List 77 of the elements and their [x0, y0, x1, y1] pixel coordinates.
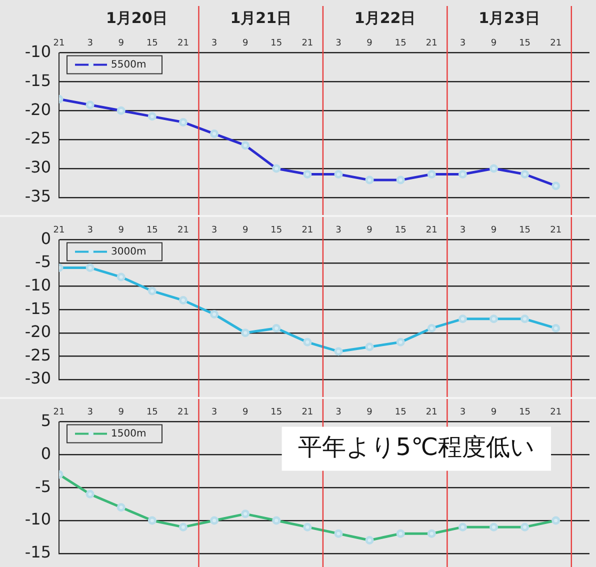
y-tick-label: -10 — [24, 275, 51, 294]
x-tick-label: 3 — [460, 408, 466, 418]
x-tick-label: 21 — [177, 226, 189, 236]
x-tick-label: 9 — [118, 408, 124, 418]
x-tick-label: 21 — [302, 38, 314, 49]
x-tick-label: 21 — [550, 226, 562, 236]
x-tick-label: 21 — [302, 226, 314, 236]
y-tick-label: -15 — [24, 298, 51, 318]
x-tick-label: 15 — [519, 38, 531, 49]
x-tick-label: 9 — [118, 226, 124, 236]
y-tick-label: -10 — [24, 42, 51, 61]
x-tick-label: 21 — [53, 408, 65, 418]
y-tick-label: -25 — [24, 128, 51, 148]
y-tick-label: 0 — [40, 228, 51, 248]
y-tick-label: -15 — [24, 70, 51, 90]
x-tick-label: 15 — [394, 226, 406, 236]
x-tick-label: 9 — [366, 408, 373, 418]
x-tick-label: 21 — [550, 38, 562, 49]
x-tick-label: 9 — [242, 226, 248, 236]
x-tick-label: 15 — [146, 408, 158, 418]
x-tick-label: 21 — [302, 408, 314, 418]
y-tick-label: -20 — [24, 322, 51, 342]
x-tick-label: 15 — [146, 38, 158, 49]
x-tick-label: 3 — [336, 226, 342, 236]
x-tick-label: 3 — [336, 38, 342, 49]
legend-label: 5500m — [111, 59, 146, 70]
x-tick-label: 9 — [490, 38, 497, 49]
y-tick-label: -10 — [24, 510, 51, 529]
x-tick-label: 15 — [394, 38, 406, 49]
x-tick-label: 15 — [519, 408, 531, 418]
y-tick-label: -5 — [35, 476, 51, 496]
x2-tick-label: 1月23日 — [478, 8, 540, 27]
x-tick-label: 21 — [177, 38, 189, 49]
x-tick-label: 21 — [426, 226, 438, 236]
x-tick-label: 9 — [242, 408, 248, 418]
x-tick-label: 3 — [460, 38, 466, 49]
x-tick-label: 15 — [519, 226, 531, 236]
x-tick-label: 21 — [177, 408, 189, 418]
x-tick-label: 21 — [550, 408, 562, 418]
y-tick-label: -5 — [35, 252, 51, 272]
y-tick-label: -35 — [24, 186, 51, 206]
x-tick-label: 3 — [460, 226, 466, 236]
y-tick-label: -30 — [24, 368, 51, 388]
x-tick-label: 3 — [87, 226, 93, 236]
y-tick-label: -15 — [24, 542, 51, 562]
x-tick-label: 3 — [336, 408, 342, 418]
x-tick-label: 3 — [87, 408, 93, 418]
x-tick-label: 21 — [426, 408, 438, 418]
x-tick-label: 9 — [242, 38, 248, 49]
x2-tick-label: 1月20日 — [106, 8, 168, 27]
x-tick-label: 9 — [366, 226, 373, 236]
legend-label: 1500m — [111, 428, 146, 440]
x-tick-label: 9 — [490, 408, 497, 418]
x-tick-label: 9 — [490, 226, 497, 236]
x-tick-label: 15 — [270, 226, 282, 236]
y-tick-label: -25 — [24, 345, 51, 364]
x-tick-label: 15 — [146, 226, 158, 236]
y-tick-label: -30 — [24, 158, 51, 177]
x-tick-label: 3 — [211, 226, 218, 236]
y-tick-label: 0 — [40, 444, 51, 463]
x-tick-label: 15 — [270, 408, 282, 418]
x-tick-label: 21 — [426, 38, 438, 49]
x-tick-label: 15 — [270, 38, 282, 49]
x-tick-label: 9 — [366, 38, 373, 49]
x-tick-label: 3 — [211, 38, 218, 49]
x-tick-label: 15 — [394, 408, 406, 418]
x2-tick-label: 1月21日 — [230, 8, 292, 27]
annotation: 平年より5℃程度低い — [298, 433, 536, 462]
y-tick-label: -20 — [24, 100, 51, 119]
x-tick-label: 3 — [87, 38, 93, 49]
x-tick-label: 21 — [53, 38, 65, 49]
x-tick-label: 3 — [211, 408, 218, 418]
legend-label: 3000m — [111, 246, 146, 258]
x2-tick-label: 1月22日 — [354, 8, 416, 27]
x-tick-label: 21 — [53, 226, 65, 236]
y-tick-label: 5 — [40, 410, 51, 430]
x-tick-label: 9 — [118, 38, 124, 49]
